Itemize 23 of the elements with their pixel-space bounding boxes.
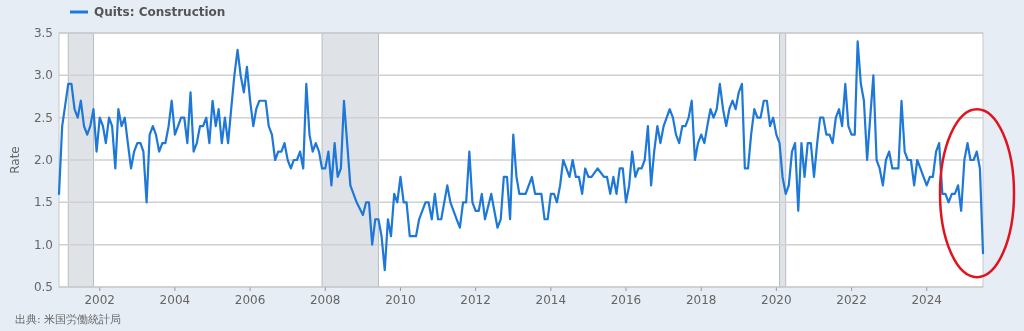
y-tick-label: 1.5	[33, 195, 53, 210]
x-tick-label: 2016	[610, 293, 642, 307]
x-tick-label: 2002	[84, 293, 116, 307]
x-tick-label: 2012	[460, 293, 491, 307]
y-tick-label: 2.5	[33, 110, 53, 125]
y-tick-label: 3.5	[33, 26, 53, 40]
x-tick-label: 2008	[309, 293, 341, 307]
line-series	[57, 40, 985, 272]
x-tick-label: 2022	[836, 293, 867, 307]
x-tick-label: 2018	[685, 293, 717, 307]
y-axis-title: Rate	[8, 146, 22, 174]
x-tick-label: 2010	[385, 293, 416, 307]
x-tick-label: 2020	[761, 293, 792, 307]
x-tick-label: 2014	[535, 293, 567, 307]
source-note: 出典: 米国労働統計局	[15, 313, 122, 326]
y-tick-label: 0.5	[33, 280, 53, 294]
x-tick-label: 2006	[234, 293, 266, 307]
x-tick-label: 2024	[911, 293, 942, 307]
legend-label: Quits: Construction	[94, 5, 226, 19]
y-tick-label: 2.0	[33, 153, 53, 167]
y-tick-label: 3.0	[33, 68, 53, 83]
x-tick-label: 2004	[159, 293, 191, 307]
y-tick-label: 1.0	[33, 237, 53, 252]
